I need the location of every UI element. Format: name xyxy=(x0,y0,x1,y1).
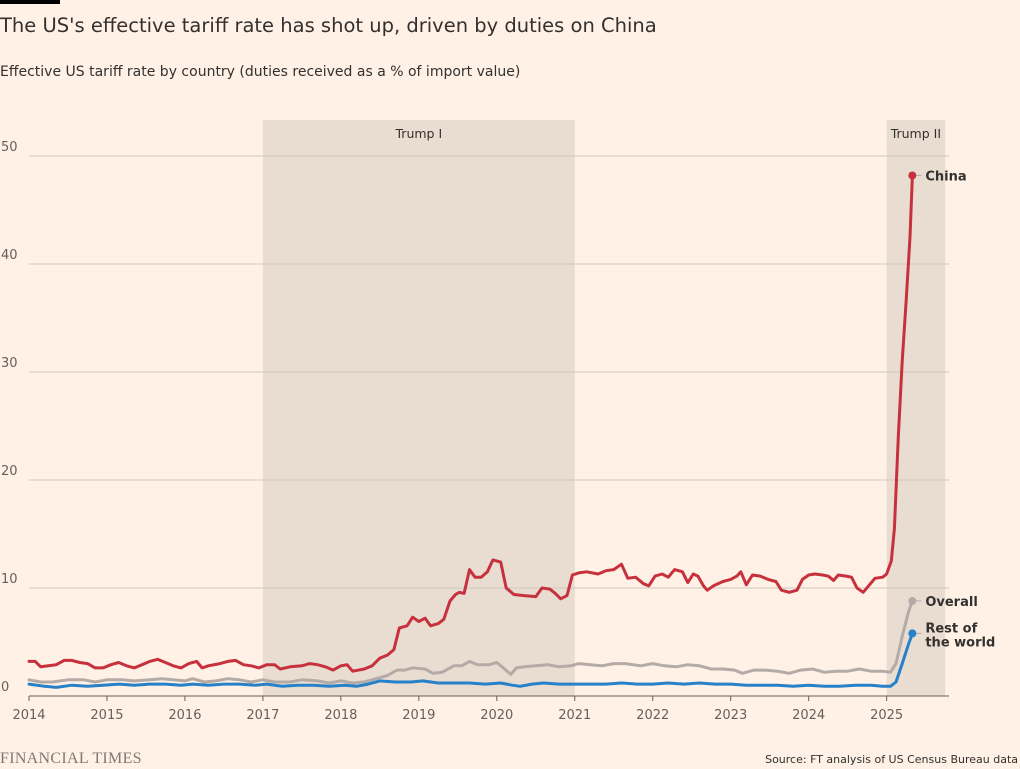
y-tick-label: 40 xyxy=(1,248,18,263)
x-tick-label: 2025 xyxy=(870,708,903,723)
gridlines xyxy=(28,155,949,701)
chart-title: The US's effective tariff rate has shot … xyxy=(0,14,657,37)
x-tick-label: 2023 xyxy=(714,708,747,723)
source-note: Source: FT analysis of US Census Bureau … xyxy=(765,753,1018,766)
x-tick-label: 2018 xyxy=(324,708,357,723)
x-tick-label: 2017 xyxy=(246,708,279,723)
x-tick-label: 2020 xyxy=(480,708,513,723)
x-tick-label: 2019 xyxy=(402,708,435,723)
shaded-period-1 xyxy=(262,120,575,696)
series-label-china: China xyxy=(925,169,966,184)
period-label-1: Trump I xyxy=(395,126,443,141)
shaded-periods xyxy=(262,120,946,696)
x-tick-label: 2014 xyxy=(12,708,45,723)
series-label-rest-of-the-world: Rest of the world xyxy=(925,621,995,650)
series-end-dot-overall xyxy=(908,596,917,605)
chart-subtitle: Effective US tariff rate by country (dut… xyxy=(0,64,521,80)
ft-logo: FINANCIAL TIMES xyxy=(0,750,142,767)
y-tick-label: 50 xyxy=(1,140,18,155)
y-tick-label: 30 xyxy=(1,356,18,371)
x-tick-label: 2024 xyxy=(792,708,825,723)
series-end-dot-china xyxy=(908,171,917,180)
series-label-overall: Overall xyxy=(925,595,977,610)
series-end-dot-rest-of-the-world xyxy=(908,629,917,638)
y-tick-label: 20 xyxy=(1,464,18,479)
series-line-overall xyxy=(27,599,914,685)
series-line-china xyxy=(27,173,914,673)
y-tick-label: 0 xyxy=(1,680,9,695)
period-label-2: Trump II xyxy=(890,126,941,141)
series-label-line: the world xyxy=(925,635,995,650)
x-tick-label: 2022 xyxy=(636,708,669,723)
x-tick-label: 2021 xyxy=(558,708,591,723)
ft-top-bar xyxy=(0,0,60,4)
series-lines xyxy=(27,171,922,689)
series-line-rest-of-the-world xyxy=(27,631,914,689)
series-label-line: Rest of xyxy=(925,621,977,636)
chart-labels: Trump I Trump II 0 10 20 30 40 50 2014 2015 2016 20… xyxy=(1,126,995,723)
x-tick-label: 2015 xyxy=(90,708,123,723)
y-tick-label: 10 xyxy=(1,572,18,587)
x-tick-label: 2016 xyxy=(168,708,201,723)
